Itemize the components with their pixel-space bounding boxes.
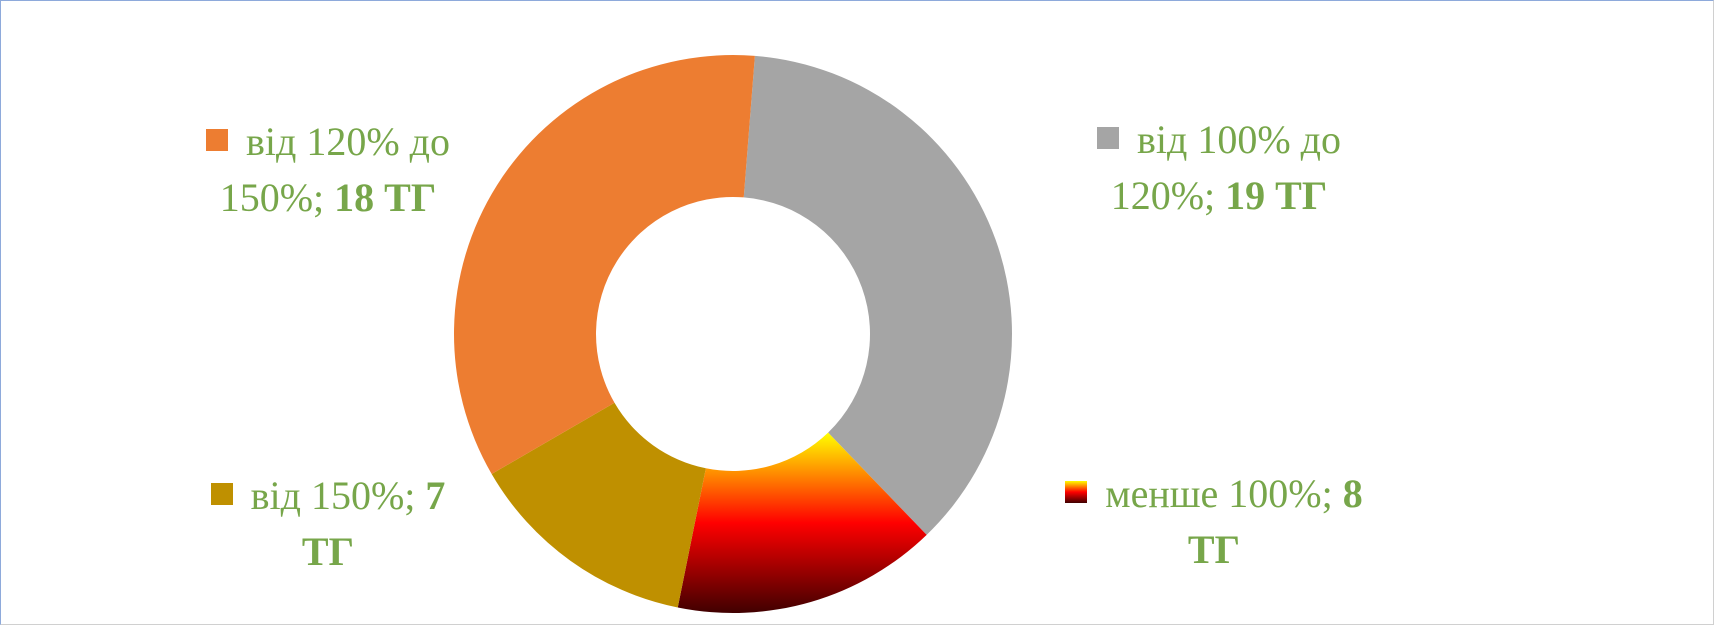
legend-entry: від 150%; 7 ТГ [203, 468, 453, 580]
legend-label: від 150% [250, 473, 405, 518]
data-label: 7 ТГ [301, 473, 446, 574]
legend-entry: менше 100%; 8 ТГ [1049, 466, 1379, 578]
legend-marker [210, 483, 233, 505]
legend-entry: від 100% до 120%; 19 ТГ [1054, 112, 1384, 224]
label-separator: ; [1204, 173, 1216, 218]
legend-entry: від 120% до 150%; 18 ТГ [163, 114, 493, 226]
legend-marker [205, 129, 228, 151]
data-label: 19 ТГ [1225, 173, 1328, 218]
donut-slice [491, 402, 706, 608]
donut-slice [677, 432, 927, 614]
label-separator: ; [1321, 471, 1333, 516]
legend-label: від 120% до 150% [219, 119, 451, 220]
legend-marker [1096, 127, 1119, 149]
data-label: 18 ТГ [334, 175, 437, 220]
legend-label: менше 100% [1105, 471, 1322, 516]
donut-slice [454, 55, 755, 474]
data-label: 8 ТГ [1187, 471, 1363, 572]
label-separator: ; [313, 175, 325, 220]
donut-slice [743, 55, 1013, 535]
legend-marker [1065, 481, 1088, 503]
legend-label: від 100% до 120% [1110, 117, 1342, 218]
label-separator: ; [404, 473, 416, 518]
